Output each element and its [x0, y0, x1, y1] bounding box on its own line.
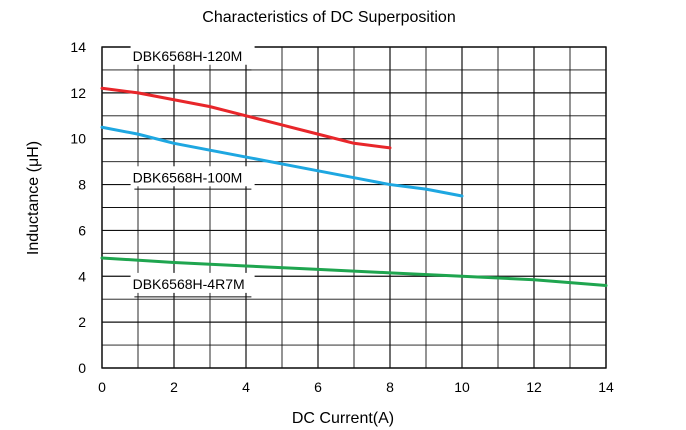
- y-tick-label: 0: [78, 360, 86, 376]
- x-tick-label: 4: [242, 379, 250, 395]
- series-line-3: [100, 256, 608, 287]
- series-label-layer: DBK6568H-120M DBK6568H-100M DBK6568H-4R7M: [130, 44, 255, 298]
- x-tick-label: 10: [454, 379, 470, 395]
- series-label-background-1: [130, 44, 255, 65]
- series-line-2: [100, 125, 464, 198]
- x-axis-label: DC Current(A): [292, 410, 394, 427]
- y-tick-label: 14: [70, 39, 86, 55]
- y-tick-label: 12: [70, 85, 86, 101]
- y-tick-label: 2: [78, 314, 86, 330]
- series-line-1: [100, 86, 392, 150]
- tick-layer: 0 2 4 6 8 10 12 14 0 2 4 6 8 10 12 14: [70, 39, 614, 395]
- series-label-background-3: [130, 272, 255, 293]
- y-tick-label: 10: [70, 131, 86, 147]
- y-tick-label: 6: [78, 222, 86, 238]
- series-layer: [100, 86, 608, 287]
- chart-title: Characteristics of DC Superposition: [202, 9, 455, 26]
- x-tick-label: 2: [170, 379, 178, 395]
- x-tick-label: 12: [526, 379, 542, 395]
- y-tick-label: 8: [78, 177, 86, 193]
- x-tick-label: 6: [314, 379, 322, 395]
- y-axis-label: Inductance (μH): [25, 141, 42, 255]
- x-tick-label: 0: [98, 379, 106, 395]
- series-label-3: DBK6568H-4R7M: [133, 276, 245, 292]
- chart-grid: [101, 46, 607, 369]
- x-tick-label: 8: [386, 379, 394, 395]
- x-tick-label: 14: [598, 379, 614, 395]
- series-label-2: DBK6568H-100M: [133, 169, 243, 185]
- series-label-1: DBK6568H-120M: [133, 48, 243, 64]
- series-label-background-2: [130, 166, 255, 187]
- y-tick-label: 4: [78, 268, 86, 284]
